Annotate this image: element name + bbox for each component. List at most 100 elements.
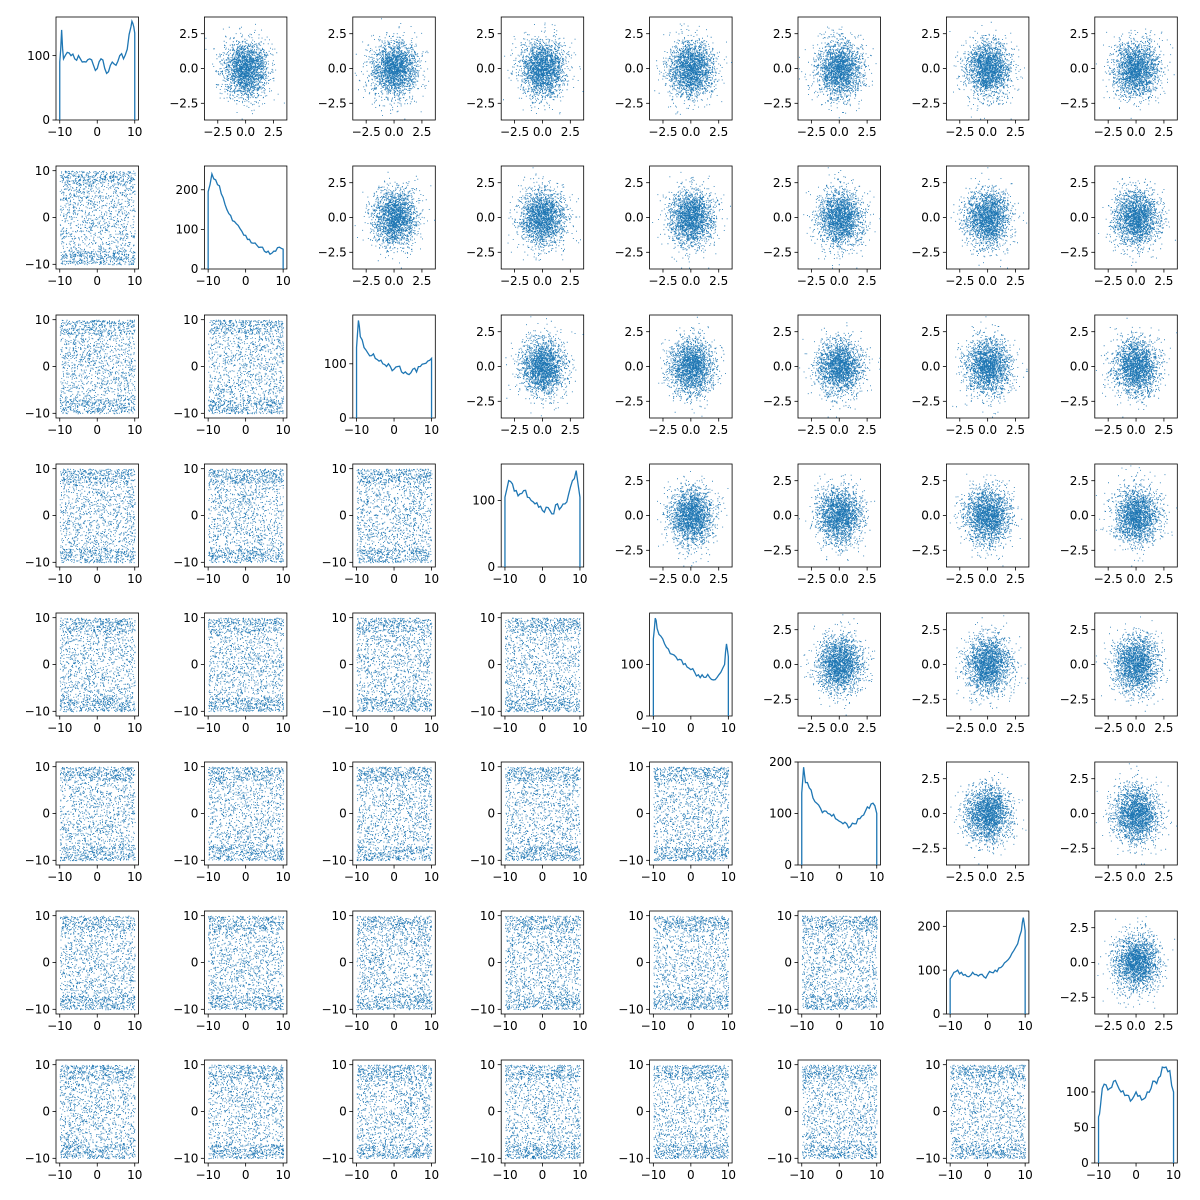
x-tick-label: 2.5 [561, 423, 580, 437]
subplot-r0-c5: −2.5 0.0 2.5 −2.5 0.0 2.5 [763, 16, 881, 139]
histogram-line [504, 470, 581, 567]
y-tick-label: −2.5 [318, 96, 347, 110]
subplot-r5-c0: −10 0 10 −10 0 10 [25, 760, 143, 884]
scatter-points [950, 167, 1028, 269]
y-tick-label: −2.5 [614, 245, 643, 259]
x-tick-label: −2.5 [500, 125, 529, 139]
axes-background [798, 911, 881, 1014]
x-tick-label: 0 [539, 1168, 547, 1182]
y-tick-label: 0 [933, 1007, 941, 1021]
x-tick-label: 0 [539, 572, 547, 586]
y-tick-label: 0.0 [921, 509, 940, 523]
y-tick-label: 0.0 [476, 62, 495, 76]
axes-frame [1094, 314, 1178, 419]
axes-frame [352, 16, 436, 121]
y-tick-label: −10 [767, 1152, 792, 1166]
y-tick-label: 0.0 [773, 360, 792, 374]
y-tick-label: −2.5 [466, 394, 495, 408]
subplot-r0-c3: −2.5 0.0 2.5 −2.5 0.0 2.5 [466, 16, 585, 139]
subplot-r7-c2: −10 0 10 −10 0 10 [321, 1058, 439, 1182]
x-tick-label: 2.5 [858, 721, 877, 735]
subplot-r6-c0: −10 0 10 −10 0 10 [25, 909, 143, 1033]
x-tick-label: 0 [984, 1168, 992, 1182]
axes-frame [1094, 1059, 1178, 1164]
x-tick-label: −10 [937, 1168, 962, 1182]
y-tick-label: 0 [191, 1105, 199, 1119]
y-tick-label: −10 [618, 1152, 643, 1166]
x-tick-label: 2.5 [1154, 721, 1173, 735]
x-tick-label: −2.5 [352, 274, 381, 288]
y-tick-label: −2.5 [466, 96, 495, 110]
scatter-points [505, 1064, 581, 1160]
y-tick-label: 10 [332, 1058, 347, 1072]
y-tick-label: 100 [175, 223, 198, 237]
scatter-points [803, 167, 881, 269]
x-tick-label: −10 [47, 274, 72, 288]
subplot-r6-c4: −10 0 10 −10 0 10 [618, 909, 736, 1033]
y-tick-label: 0 [42, 807, 50, 821]
histogram-line [59, 18, 136, 120]
subplot-r4-c0: −10 0 10 −10 0 10 [25, 611, 143, 735]
axes-background [352, 315, 436, 418]
x-tick-label: 10 [869, 1019, 884, 1033]
x-tick-label: 0.0 [978, 125, 997, 139]
axes-frame [1094, 463, 1178, 568]
y-tick-label: 2.5 [179, 27, 198, 41]
axes-frame [797, 1059, 881, 1164]
subplot-r4-c6: −2.5 0.0 2.5 −2.5 0.0 2.5 [911, 612, 1030, 735]
axes-frame [797, 761, 881, 866]
x-tick-label: −2.5 [648, 274, 677, 288]
y-tick-label: 10 [332, 611, 347, 625]
x-tick-label: 10 [127, 1019, 142, 1033]
subplot-r7-c3: −10 0 10 −10 0 10 [470, 1058, 588, 1182]
x-tick-label: 0.0 [830, 274, 849, 288]
y-tick-label: 2.5 [921, 325, 940, 339]
x-tick-label: −10 [195, 721, 220, 735]
x-tick-label: 10 [869, 870, 884, 884]
y-tick-label: 200 [769, 755, 792, 769]
scatter-points [799, 26, 877, 119]
x-tick-label: 10 [572, 870, 587, 884]
scatter-points [950, 1064, 1026, 1160]
x-tick-label: 0.0 [681, 125, 700, 139]
scatter-points [949, 21, 1025, 120]
y-tick-label: −10 [173, 705, 198, 719]
x-tick-label: −10 [641, 1168, 666, 1182]
x-tick-label: −2.5 [500, 423, 529, 437]
x-tick-label: 10 [276, 274, 291, 288]
x-tick-label: 10 [572, 572, 587, 586]
y-tick-label: 2.5 [476, 27, 495, 41]
y-tick-label: 10 [332, 909, 347, 923]
y-tick-label: 2.5 [1070, 474, 1089, 488]
x-tick-label: 2.5 [1154, 125, 1173, 139]
x-tick-label: −10 [47, 721, 72, 735]
x-tick-label: 0 [93, 1168, 101, 1182]
axes-frame [500, 463, 585, 568]
x-tick-label: −10 [195, 870, 220, 884]
axes-frame [55, 314, 139, 419]
subplot-r3-c4: −2.5 0.0 2.5 −2.5 0.0 2.5 [614, 463, 733, 586]
subplot-r5-c1: −10 0 10 −10 0 10 [173, 760, 291, 884]
x-tick-label: 10 [127, 721, 142, 735]
x-tick-label: 2.5 [709, 423, 728, 437]
subplot-r1-c3: −2.5 0.0 2.5 −2.5 0.0 2.5 [466, 165, 585, 288]
axes-frame [352, 761, 436, 866]
y-tick-label: −2.5 [763, 245, 792, 259]
subplot-r2-c1: −10 0 10 −10 0 10 [173, 313, 291, 437]
y-tick-label: −10 [767, 1003, 792, 1017]
x-tick-label: 0.0 [1127, 572, 1146, 586]
x-tick-label: 10 [127, 274, 142, 288]
x-tick-label: 10 [572, 721, 587, 735]
y-tick-label: −2.5 [1060, 245, 1089, 259]
y-tick-label: −2.5 [911, 245, 940, 259]
y-tick-label: −2.5 [1060, 543, 1089, 557]
y-tick-label: 0.0 [921, 360, 940, 374]
x-tick-label: 0.0 [681, 572, 700, 586]
y-tick-label: −10 [25, 854, 50, 868]
y-tick-label: 10 [480, 611, 495, 625]
x-tick-label: 0 [687, 721, 695, 735]
subplot-r4-c3: −10 0 10 −10 0 10 [470, 611, 588, 735]
y-tick-label: 2.5 [1070, 623, 1089, 637]
axes-frame [946, 314, 1030, 419]
